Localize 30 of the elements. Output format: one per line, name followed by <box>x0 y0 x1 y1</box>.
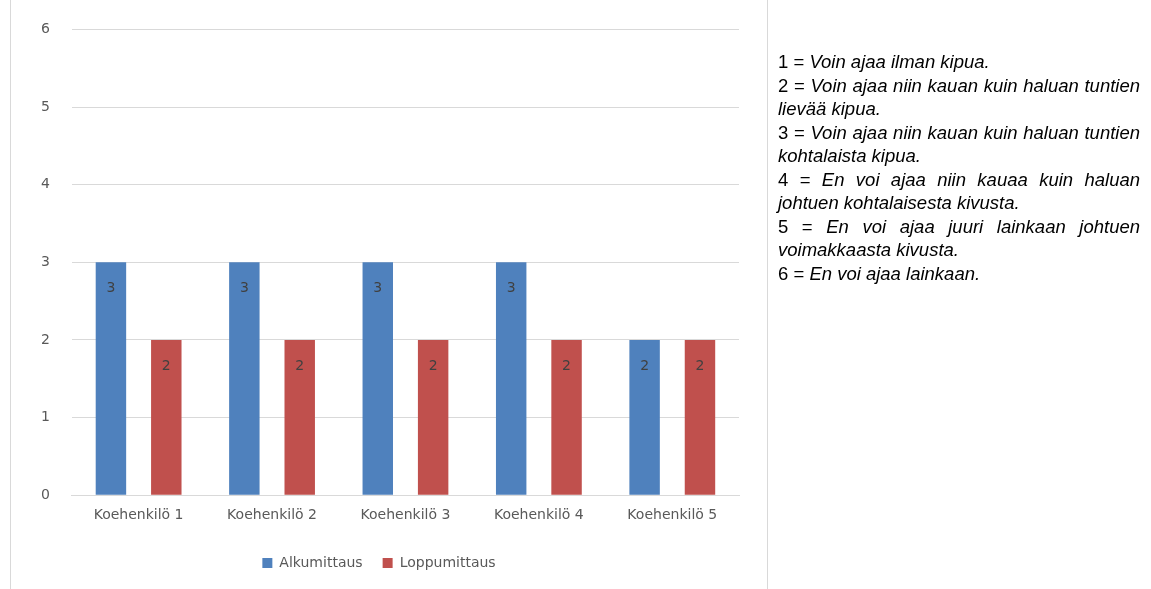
text: 3 = Voin ajaa niin kauan kuin haluan tuntien kohtalaista kipua. <box>778 120 1140 168</box>
y-tick-label: 3 <box>40 252 50 269</box>
x-tick-label: Koehenkilö 4 <box>493 506 584 523</box>
text: 1 = Voin ajaa ilman kipua. <box>778 50 991 74</box>
y-tick-label: 5 <box>40 97 50 114</box>
x-tick-label: Koehenkilö 5 <box>627 506 718 523</box>
legend-label: Loppumittaus <box>399 553 496 570</box>
text: 4 = En voi ajaa niin kauaa kuin haluan johtuen kohtalaisesta kivusta. <box>778 167 1141 215</box>
text: 6 = En voi ajaa lainkaan. <box>778 261 982 285</box>
data-label: 3 <box>506 278 516 295</box>
data-label: 2 <box>295 356 305 373</box>
y-tick-label: 6 <box>40 20 50 37</box>
data-label: 2 <box>161 356 171 373</box>
y-tick-label: 2 <box>40 330 50 347</box>
y-tick-label: 4 <box>40 175 50 192</box>
data-label: 3 <box>373 278 383 295</box>
data-label: 3 <box>106 278 116 295</box>
y-tick-label: 0 <box>40 485 50 502</box>
data-label: 2 <box>428 356 438 373</box>
data-label: 2 <box>562 356 572 373</box>
x-tick-label: Koehenkilö 3 <box>360 506 451 523</box>
legend-label: Alkumittaus <box>279 553 363 570</box>
data-label: 2 <box>640 356 650 373</box>
x-tick-label: Koehenkilö 2 <box>227 506 317 523</box>
x-tick-label: Koehenkilö 1 <box>93 506 184 523</box>
data-label: 3 <box>239 278 249 295</box>
text: 2 = Voin ajaa niin kauan kuin haluan tuntien lievää kipua. <box>778 73 1140 121</box>
data-label: 2 <box>695 356 705 373</box>
y-tick-label: 1 <box>40 408 50 425</box>
text: 5 = En voi ajaa juuri lainkaan johtuen voimakkaasta kivusta. <box>778 214 1140 262</box>
